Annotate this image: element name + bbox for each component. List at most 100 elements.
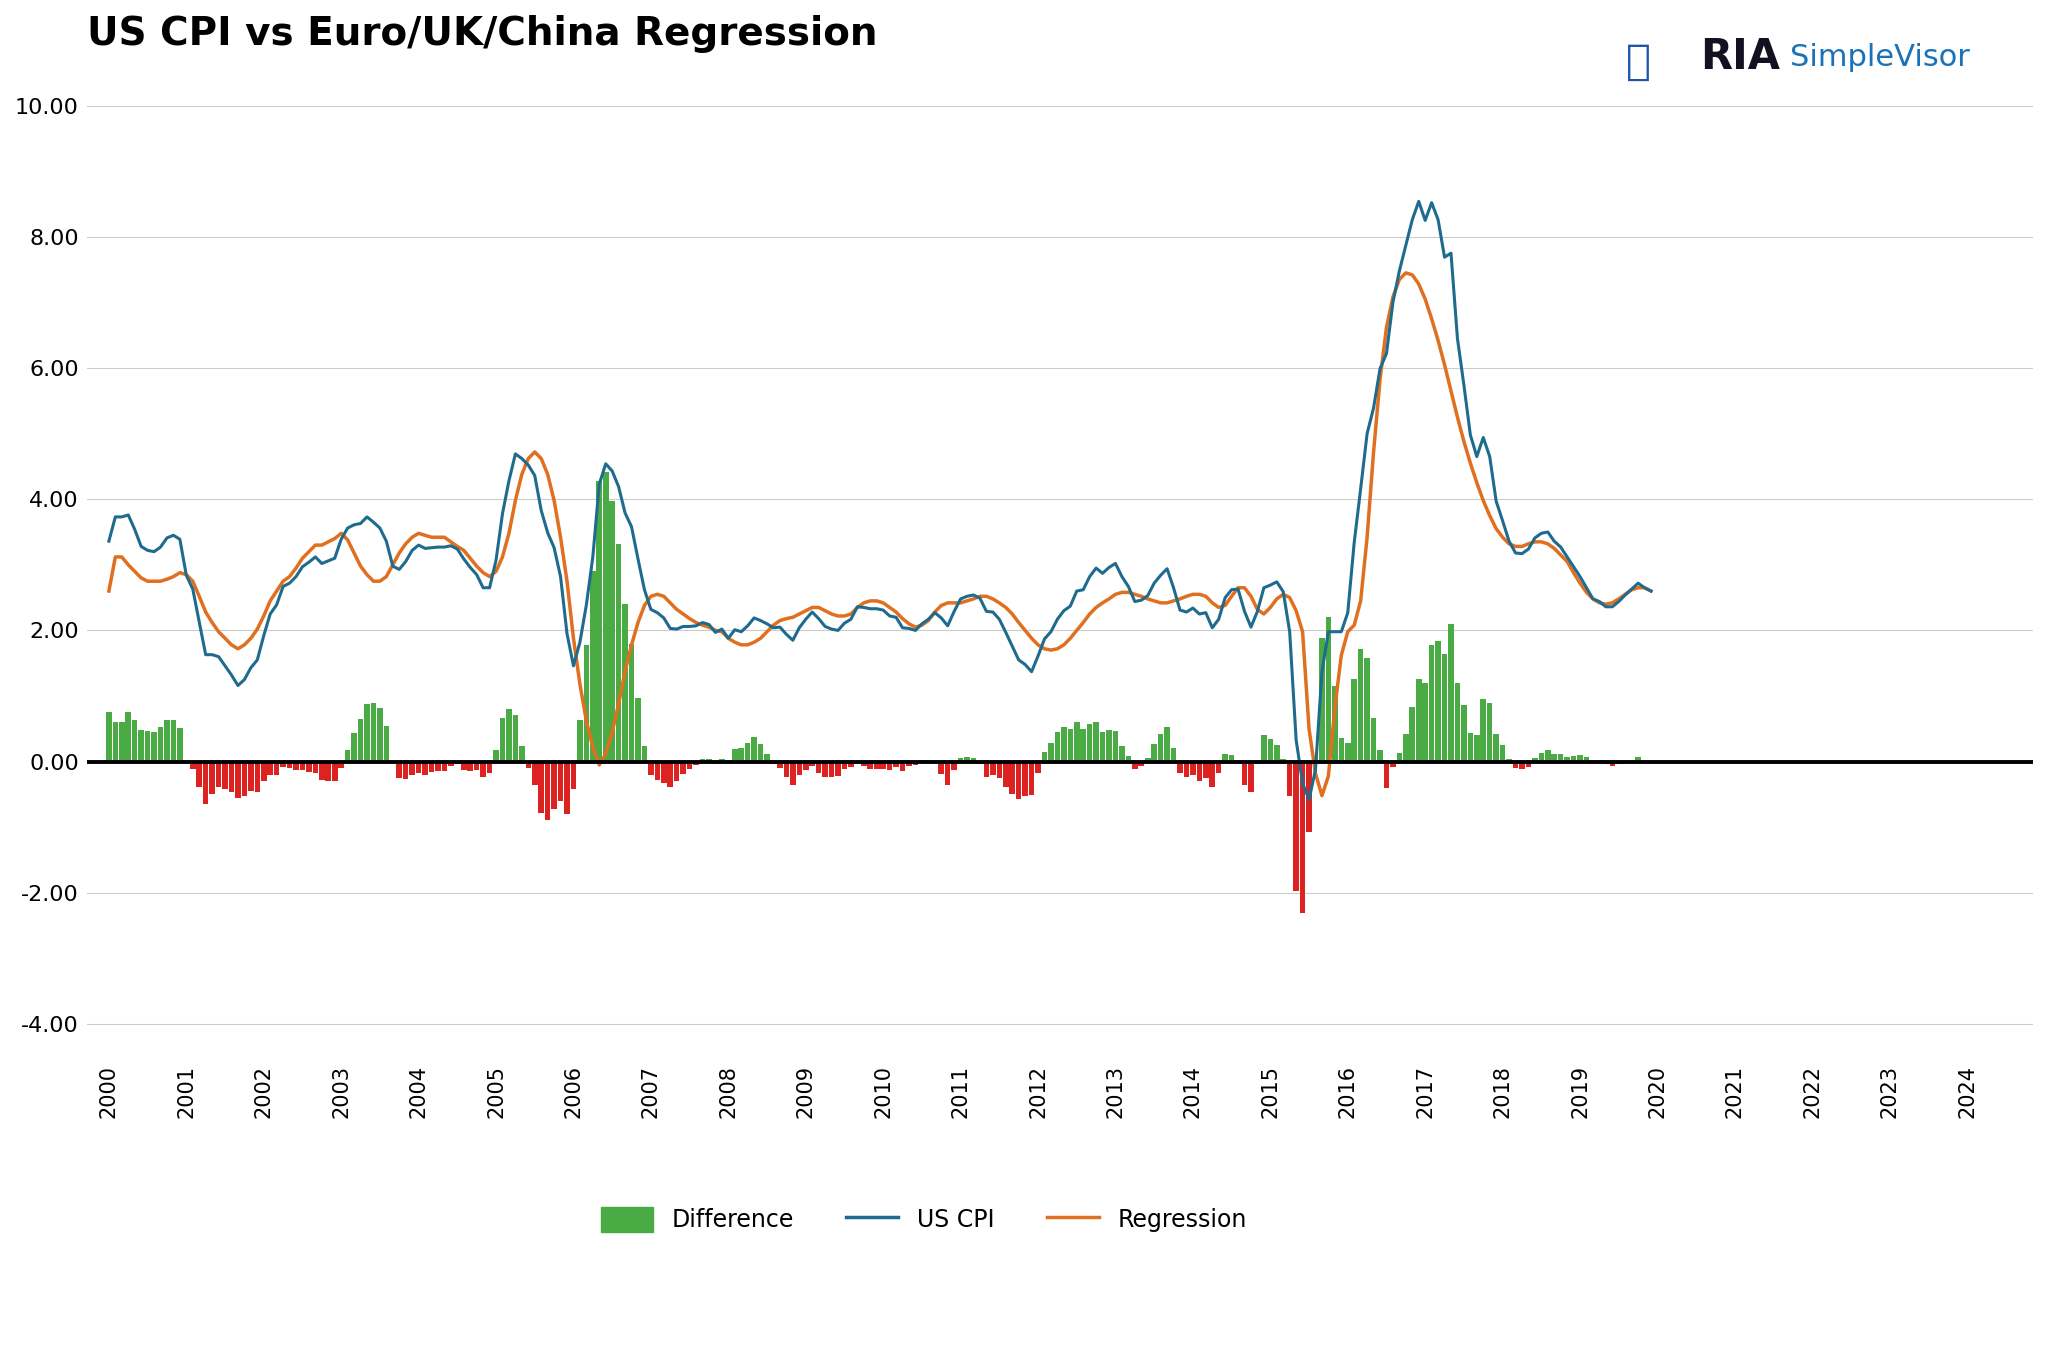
Bar (899, 762, 905, 770)
Bar (713, 762, 719, 764)
Bar (215, 762, 221, 787)
Bar (481, 762, 485, 777)
Bar (731, 749, 737, 762)
Bar (1112, 731, 1118, 762)
Bar (776, 762, 782, 768)
Bar (1499, 746, 1505, 762)
Bar (952, 762, 956, 770)
Bar (449, 762, 455, 765)
Bar (422, 762, 428, 775)
Bar (338, 762, 344, 768)
Bar (1196, 762, 1202, 781)
Bar (887, 762, 893, 770)
Bar (1346, 743, 1350, 762)
Bar (1571, 755, 1577, 762)
US CPI (1407, 193, 1432, 209)
Bar (131, 720, 137, 762)
Bar (1126, 755, 1130, 762)
Bar (1468, 734, 1473, 762)
Bar (1544, 750, 1550, 762)
Bar (1454, 683, 1460, 762)
Bar (416, 762, 422, 773)
Bar (1073, 723, 1079, 762)
Bar (1339, 738, 1343, 762)
Legend: Difference, US CPI, Regression: Difference, US CPI, Regression (592, 1197, 1255, 1242)
Bar (758, 744, 764, 762)
Bar (784, 762, 788, 777)
Bar (1526, 762, 1532, 766)
Bar (461, 762, 467, 770)
Bar (1538, 753, 1544, 762)
Bar (874, 762, 879, 769)
Bar (1217, 762, 1221, 773)
Bar (319, 762, 324, 780)
Bar (260, 762, 266, 781)
Bar (1532, 758, 1538, 762)
Bar (1055, 732, 1061, 762)
Bar (1094, 723, 1100, 762)
Bar (1300, 762, 1305, 912)
Bar (442, 762, 446, 772)
Bar (365, 703, 371, 762)
Bar (1552, 754, 1556, 762)
Bar (1430, 646, 1434, 762)
Bar (1475, 735, 1479, 762)
Bar (1171, 749, 1176, 762)
Bar (287, 762, 293, 768)
Regression (201, 615, 225, 631)
Bar (125, 712, 131, 762)
Regression (96, 583, 121, 600)
Bar (647, 762, 653, 775)
Bar (512, 714, 518, 762)
Bar (1520, 762, 1526, 769)
Bar (1034, 762, 1040, 773)
Bar (158, 728, 164, 762)
Bar (680, 762, 686, 775)
Bar (881, 762, 887, 769)
Bar (494, 750, 500, 762)
Bar (842, 762, 848, 769)
Line: US CPI: US CPI (109, 201, 1651, 799)
Bar (1481, 698, 1487, 762)
US CPI (1542, 533, 1567, 549)
Bar (526, 762, 530, 768)
Bar (1448, 624, 1454, 762)
Bar (1397, 753, 1403, 762)
Bar (545, 762, 551, 820)
Text: US CPI vs Euro/UK/China Regression: US CPI vs Euro/UK/China Regression (88, 15, 879, 53)
Bar (809, 762, 815, 766)
Bar (377, 709, 383, 762)
Bar (557, 762, 563, 800)
Text: RIA: RIA (1700, 37, 1780, 78)
Text: SimpleVisor: SimpleVisor (1790, 42, 1970, 72)
Bar (1583, 757, 1589, 762)
Bar (473, 762, 479, 770)
Regression (1542, 540, 1567, 556)
Bar (1325, 617, 1331, 762)
Bar (983, 762, 989, 777)
Bar (1436, 641, 1442, 762)
Bar (745, 743, 750, 762)
Bar (1565, 757, 1571, 762)
Bar (1274, 744, 1280, 762)
Bar (752, 738, 758, 762)
Bar (1139, 762, 1145, 765)
Bar (1004, 762, 1008, 787)
Bar (1610, 762, 1616, 765)
Bar (1223, 754, 1229, 762)
Bar (332, 762, 338, 781)
Bar (803, 762, 809, 770)
Bar (1151, 744, 1157, 762)
Bar (170, 720, 176, 762)
Bar (1294, 762, 1298, 891)
Bar (797, 762, 803, 776)
US CPI (1296, 791, 1321, 807)
Bar (629, 643, 635, 762)
Bar (1229, 755, 1235, 762)
Bar (176, 728, 182, 762)
Bar (1331, 686, 1337, 762)
Bar (764, 754, 770, 762)
Bar (686, 762, 692, 769)
Bar (119, 721, 125, 762)
Bar (707, 759, 713, 762)
